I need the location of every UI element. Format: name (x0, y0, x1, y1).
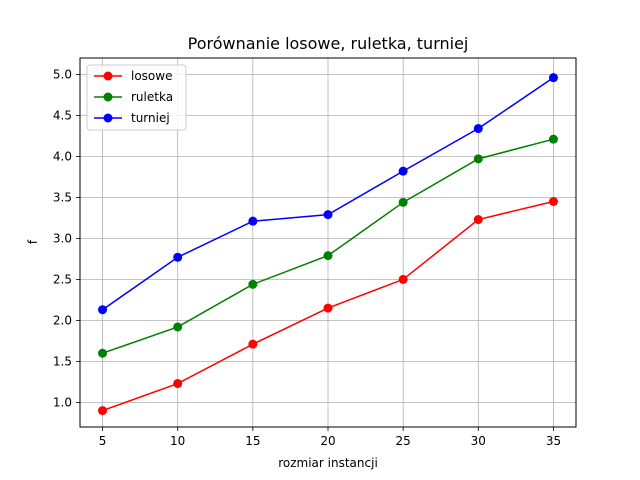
series-ruletka (98, 134, 558, 358)
y-tick-label: 3.0 (53, 231, 72, 245)
legend-label: ruletka (131, 90, 173, 104)
x-axis-label: rozmiar instancji (278, 456, 378, 470)
legend-marker (103, 71, 113, 81)
legend-item: losowe (94, 69, 172, 83)
legend: losowe ruletka turniej (86, 64, 187, 131)
data-point (98, 406, 108, 416)
series-lines (98, 73, 558, 416)
y-tick-label: 1.0 (53, 395, 72, 409)
x-tick-label: 30 (471, 434, 486, 448)
series-turniej (98, 73, 558, 315)
data-point (173, 252, 183, 262)
data-point (248, 279, 258, 289)
chart-title: Porównanie losowe, ruletka, turniej (188, 34, 469, 53)
legend-item: ruletka (94, 90, 173, 104)
data-point (548, 134, 558, 144)
data-point (473, 124, 483, 134)
data-point (548, 73, 558, 83)
data-point (398, 274, 408, 284)
data-point (473, 154, 483, 164)
y-tick-label: 3.5 (53, 190, 72, 204)
data-point (173, 322, 183, 332)
data-point (323, 303, 333, 313)
legend-marker (103, 113, 113, 123)
data-point (323, 251, 333, 261)
legend-label: turniej (131, 111, 170, 125)
data-point (248, 339, 258, 349)
x-tick-label: 35 (546, 434, 561, 448)
y-axis-label: f (26, 239, 40, 244)
y-tick-label: 1.5 (53, 354, 72, 368)
data-point (398, 197, 408, 207)
legend-label: losowe (131, 69, 172, 83)
y-tick-label: 5.0 (53, 67, 72, 81)
data-point (98, 305, 108, 315)
x-axis-ticks: 5 10 15 20 25 30 35 (99, 427, 561, 448)
legend-item: turniej (94, 111, 170, 125)
y-tick-label: 2.5 (53, 272, 72, 286)
legend-marker (103, 92, 113, 102)
x-tick-label: 25 (396, 434, 411, 448)
data-point (473, 215, 483, 225)
series-losowe (98, 197, 558, 416)
x-tick-label: 15 (245, 434, 260, 448)
data-point (398, 166, 408, 176)
y-axis-ticks: 1.0 1.5 2.0 2.5 3.0 3.5 4.0 4.5 5.0 (53, 67, 80, 409)
x-tick-label: 10 (170, 434, 185, 448)
data-point (98, 348, 108, 358)
y-tick-label: 2.0 (53, 313, 72, 327)
data-point (248, 216, 258, 226)
data-point (323, 210, 333, 220)
x-tick-label: 20 (320, 434, 335, 448)
x-tick-label: 5 (99, 434, 107, 448)
y-tick-label: 4.5 (53, 108, 72, 122)
grid (80, 58, 576, 427)
legend-box (86, 64, 187, 131)
y-tick-label: 4.0 (53, 149, 72, 163)
data-point (173, 379, 183, 389)
data-point (548, 197, 558, 206)
